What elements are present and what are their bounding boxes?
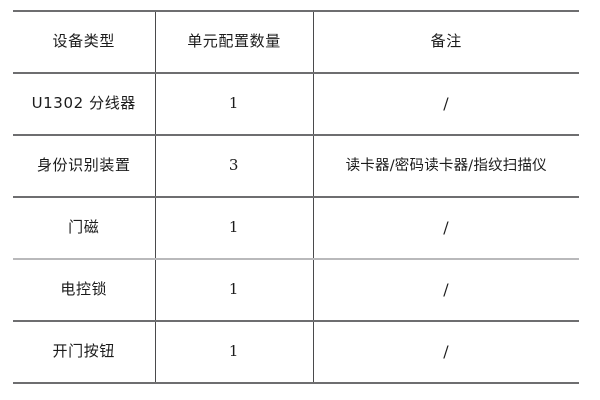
cell-device-type: 开门按钮 bbox=[13, 321, 155, 384]
table-header-row: 设备类型 单元配置数量 备注 bbox=[13, 10, 579, 74]
table-row: 开门按钮 1 / bbox=[13, 321, 579, 384]
cell-remarks: / bbox=[313, 73, 579, 136]
cell-remarks: / bbox=[313, 197, 579, 260]
column-header-unit-quantity: 单元配置数量 bbox=[154, 10, 314, 74]
column-header-remarks: 备注 bbox=[313, 10, 579, 74]
cell-unit-quantity: 1 bbox=[154, 73, 314, 136]
table-row: U1302 分线器 1 / bbox=[13, 73, 579, 136]
cell-remarks: / bbox=[313, 259, 579, 322]
column-header-device-type: 设备类型 bbox=[13, 10, 155, 74]
cell-device-type: 门磁 bbox=[13, 197, 155, 260]
device-configuration-table: 设备类型 单元配置数量 备注 U1302 分线器 1 / 身份识别装置 3 读卡… bbox=[13, 10, 579, 384]
table-row: 身份识别装置 3 读卡器/密码读卡器/指纹扫描仪 bbox=[13, 135, 579, 198]
table-row: 电控锁 1 / bbox=[13, 259, 579, 322]
cell-device-type: U1302 分线器 bbox=[13, 73, 155, 136]
cell-device-type: 电控锁 bbox=[13, 259, 155, 322]
cell-unit-quantity: 1 bbox=[154, 259, 314, 322]
cell-unit-quantity: 1 bbox=[154, 321, 314, 384]
table-row: 门磁 1 / bbox=[13, 197, 579, 260]
cell-remarks: 读卡器/密码读卡器/指纹扫描仪 bbox=[313, 135, 579, 198]
cell-device-type: 身份识别装置 bbox=[13, 135, 155, 198]
cell-unit-quantity: 3 bbox=[154, 135, 314, 198]
cell-remarks: / bbox=[313, 321, 579, 384]
cell-unit-quantity: 1 bbox=[154, 197, 314, 260]
